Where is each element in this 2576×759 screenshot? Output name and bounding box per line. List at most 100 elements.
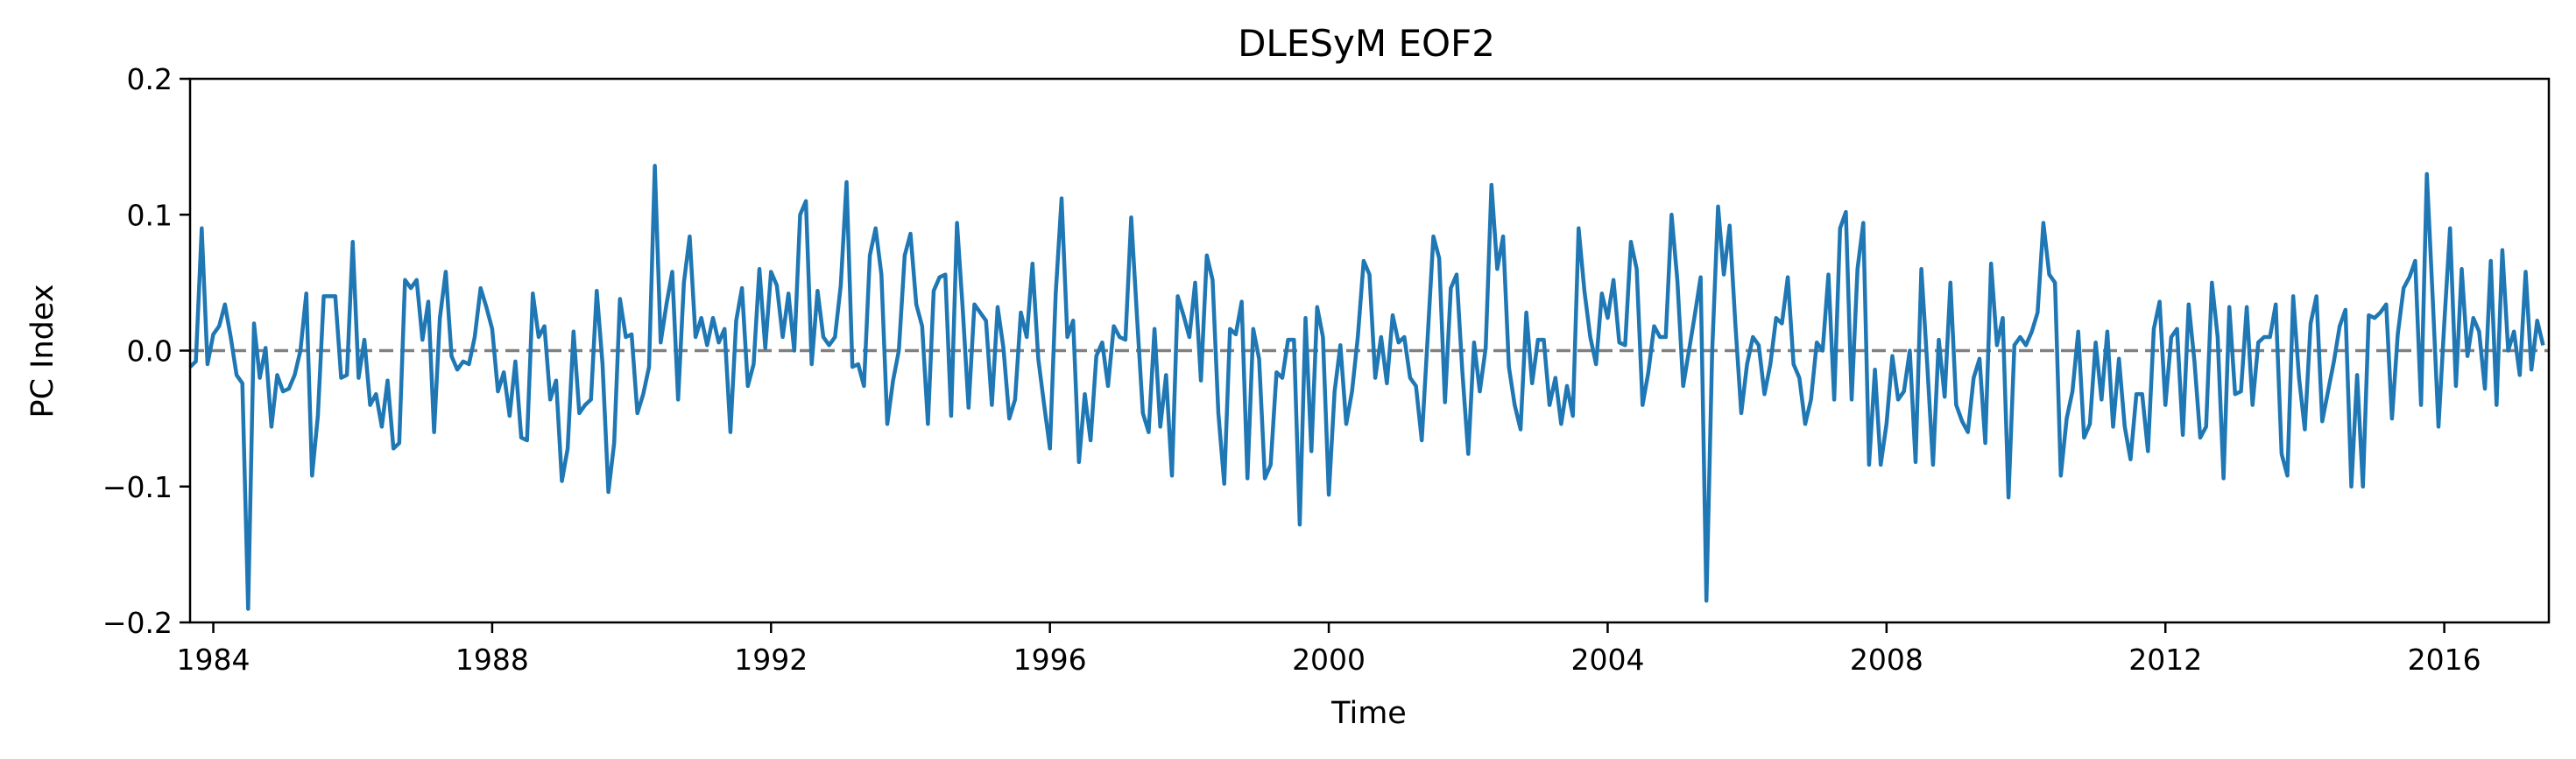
data-point [1670, 214, 1672, 215]
data-point [770, 271, 772, 272]
data-point [1043, 404, 1045, 406]
data-point [2025, 344, 2027, 346]
data-point [381, 425, 383, 427]
data-point [1444, 402, 1446, 403]
data-point [1380, 336, 1382, 338]
series-points [189, 165, 2544, 609]
data-point [2060, 474, 2062, 476]
data-point [306, 292, 307, 294]
data-point [1624, 344, 1626, 346]
data-point [2217, 336, 2219, 338]
data-point [2431, 295, 2433, 297]
data-point [2095, 341, 2097, 343]
data-point [2205, 425, 2207, 427]
data-point [277, 374, 278, 376]
x-tick-label: 1996 [1013, 643, 1087, 677]
data-point [1392, 314, 1394, 316]
data-point [1264, 477, 1266, 479]
data-point [950, 415, 952, 417]
data-point [2333, 361, 2335, 362]
data-point [1822, 350, 1824, 351]
data-point [2420, 404, 2422, 406]
data-point [1096, 355, 1097, 357]
data-point [1101, 341, 1103, 343]
data-point [1955, 404, 1957, 406]
data-point [851, 366, 853, 368]
y-tick-label: 0.1 [127, 198, 173, 232]
data-point [1165, 374, 1167, 376]
data-point [1119, 336, 1120, 338]
data-point [2071, 390, 2073, 392]
data-point [1491, 184, 1493, 186]
data-point [846, 181, 847, 183]
data-point [1729, 225, 1731, 227]
data-point [1996, 344, 1998, 346]
data-point [323, 295, 325, 297]
data-point [2113, 425, 2114, 427]
data-point [410, 287, 412, 289]
series-line [188, 164, 2545, 611]
data-point [2298, 377, 2300, 379]
data-point [1897, 398, 1899, 400]
data-point [688, 235, 690, 237]
data-point [811, 363, 813, 365]
data-point [1607, 317, 1608, 319]
data-point [1851, 398, 1853, 400]
y-tick-label: −0.1 [102, 470, 173, 504]
data-point [2356, 374, 2358, 376]
data-point [2385, 304, 2387, 306]
data-point [1415, 385, 1417, 387]
data-point [1619, 341, 1620, 343]
x-axis-label: Time [1330, 696, 1407, 731]
data-point [968, 407, 970, 409]
data-point [1787, 277, 1789, 278]
data-point [1769, 363, 1771, 365]
data-point [2484, 388, 2486, 390]
data-point [1246, 477, 1248, 479]
data-point [800, 214, 801, 215]
x-tick-label: 1992 [734, 643, 808, 677]
data-point [1734, 326, 1736, 327]
data-point [736, 320, 737, 321]
data-point [1182, 314, 1184, 316]
data-point [939, 277, 941, 278]
data-point [544, 326, 546, 327]
data-point [752, 363, 754, 365]
data-point [910, 233, 911, 235]
data-point [1543, 339, 1544, 341]
data-point [2135, 393, 2137, 395]
y-axis: −0.2 −0.1 0.0 0.1 0.2 [102, 62, 190, 640]
data-point [1427, 339, 1429, 341]
data-point [2164, 404, 2166, 406]
data-point [1636, 268, 1638, 270]
data-point [816, 290, 818, 292]
data-point [439, 317, 441, 319]
data-point [2066, 418, 2067, 419]
plot-frame [188, 77, 2551, 624]
data-point [357, 377, 359, 379]
data-point [1572, 415, 1574, 417]
data-point [2426, 173, 2428, 175]
data-point [1310, 450, 1312, 452]
data-point [271, 425, 272, 427]
data-point [2223, 477, 2225, 479]
data-point [701, 317, 702, 319]
data-point [2008, 496, 2009, 498]
data-point [1270, 464, 1272, 466]
data-point [2002, 317, 2003, 319]
data-point [2542, 344, 2544, 346]
data-point [2234, 393, 2236, 395]
data-point [1926, 363, 1928, 365]
data-point [933, 290, 935, 292]
data-point [834, 336, 836, 338]
data-point [2368, 314, 2369, 316]
x-tick-label: 2016 [2408, 643, 2481, 677]
data-point [1154, 328, 1155, 330]
data-point [2014, 344, 2015, 346]
data-point [2362, 486, 2364, 488]
data-point [2257, 341, 2259, 343]
data-point [421, 339, 423, 341]
data-point [1131, 216, 1132, 218]
data-point [1200, 380, 1202, 382]
x-tick-label: 2000 [1292, 643, 1366, 677]
